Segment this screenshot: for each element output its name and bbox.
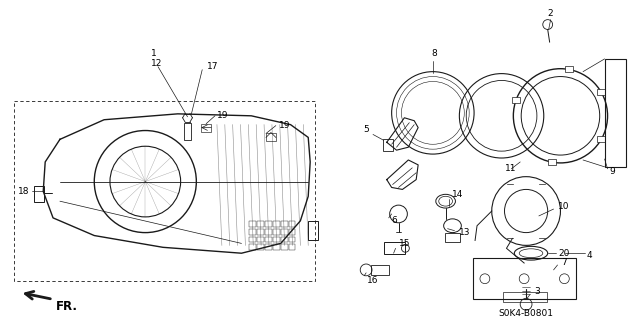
Bar <box>281 244 287 250</box>
Bar <box>273 229 280 234</box>
Text: S0K4-B0801: S0K4-B0801 <box>499 309 554 318</box>
Bar <box>473 258 576 299</box>
Bar <box>250 229 256 234</box>
Text: 7: 7 <box>561 257 567 267</box>
Text: 1: 1 <box>151 49 157 58</box>
Bar <box>273 221 280 227</box>
Bar <box>265 244 272 250</box>
Bar <box>250 236 256 242</box>
Bar <box>371 265 388 275</box>
Text: 12: 12 <box>151 59 163 68</box>
Bar <box>273 236 280 242</box>
Bar <box>597 89 605 95</box>
Bar <box>257 244 264 250</box>
Text: 20: 20 <box>559 249 570 258</box>
Bar <box>266 133 276 141</box>
Bar <box>281 221 287 227</box>
Text: 11: 11 <box>504 164 516 173</box>
Text: 13: 13 <box>460 228 471 237</box>
Bar <box>250 221 256 227</box>
Bar <box>502 293 547 302</box>
Bar <box>605 59 626 167</box>
Bar <box>281 229 287 234</box>
Bar <box>35 187 44 202</box>
Text: 18: 18 <box>18 187 29 196</box>
Bar <box>548 159 556 165</box>
Bar <box>289 221 296 227</box>
Bar <box>250 244 256 250</box>
Text: 10: 10 <box>557 202 569 211</box>
Bar <box>564 66 573 72</box>
Text: 17: 17 <box>207 62 219 71</box>
Text: FR.: FR. <box>56 300 78 313</box>
Bar <box>597 137 605 142</box>
Text: 3: 3 <box>534 287 540 296</box>
Bar <box>383 139 392 151</box>
Bar <box>201 124 211 131</box>
Bar <box>14 101 315 281</box>
Bar <box>281 236 287 242</box>
Text: 2: 2 <box>548 9 554 18</box>
Text: 19: 19 <box>217 111 228 120</box>
Bar <box>308 221 318 241</box>
Text: 8: 8 <box>431 49 436 58</box>
Text: 4: 4 <box>587 251 593 260</box>
Bar <box>265 236 272 242</box>
Text: 5: 5 <box>363 125 369 134</box>
Bar <box>289 229 296 234</box>
Text: 19: 19 <box>279 121 291 130</box>
Text: 6: 6 <box>392 216 397 225</box>
Bar <box>257 229 264 234</box>
Bar <box>257 221 264 227</box>
Bar <box>265 229 272 234</box>
Text: 15: 15 <box>399 239 410 248</box>
Bar <box>445 233 460 242</box>
Bar <box>257 236 264 242</box>
Text: 14: 14 <box>451 190 463 199</box>
Bar <box>184 123 191 140</box>
Text: 9: 9 <box>609 167 615 176</box>
Bar <box>384 242 405 254</box>
Bar <box>265 221 272 227</box>
Bar <box>289 236 296 242</box>
Text: 16: 16 <box>367 276 379 285</box>
Bar <box>273 244 280 250</box>
Bar <box>289 244 296 250</box>
Bar <box>512 97 520 103</box>
